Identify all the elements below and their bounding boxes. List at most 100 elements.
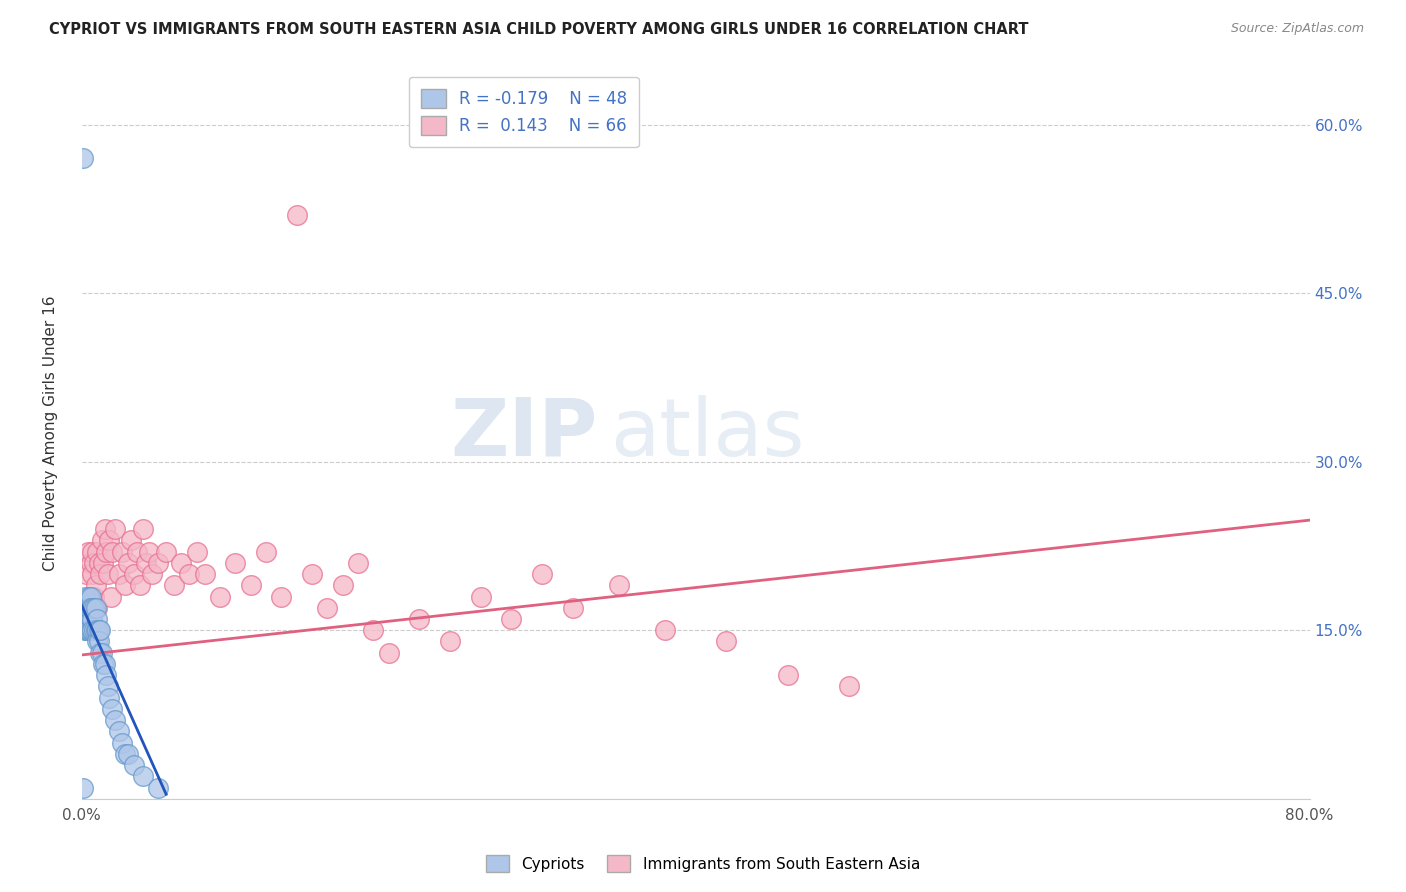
Point [79, 624, 101, 638]
Point [439, 634, 461, 648]
Text: ZIP: ZIP [450, 394, 598, 473]
Point [114, 578, 136, 592]
Point [111, 735, 134, 749]
Point [107, 724, 129, 739]
Point [86, 600, 108, 615]
Point [82, 567, 104, 582]
Point [138, 544, 160, 558]
Point [716, 634, 738, 648]
Point [80, 556, 103, 570]
Point [83, 590, 105, 604]
Point [104, 522, 127, 536]
Point [80, 612, 103, 626]
Point [91, 657, 114, 671]
Point [84, 600, 107, 615]
Point [87, 556, 110, 570]
Point [98, 533, 121, 548]
Point [73, 600, 96, 615]
Point [125, 544, 148, 558]
Point [94, 522, 117, 536]
Point [135, 556, 157, 570]
Point [76, 544, 98, 558]
Point [83, 556, 105, 570]
Point [75, 624, 97, 638]
Point [75, 612, 97, 626]
Point [72, 152, 94, 166]
Legend: Cypriots, Immigrants from South Eastern Asia: Cypriots, Immigrants from South Eastern … [478, 847, 928, 880]
Point [98, 690, 121, 705]
Point [316, 600, 339, 615]
Point [155, 544, 177, 558]
Point [111, 544, 134, 558]
Point [82, 612, 104, 626]
Point [91, 556, 114, 570]
Point [100, 590, 122, 604]
Point [87, 624, 110, 638]
Point [73, 590, 96, 604]
Point [75, 600, 97, 615]
Point [163, 578, 186, 592]
Point [80, 600, 103, 615]
Point [254, 544, 277, 558]
Point [86, 544, 108, 558]
Point [82, 544, 104, 558]
Point [101, 544, 124, 558]
Point [94, 657, 117, 671]
Point [607, 578, 630, 592]
Point [72, 612, 94, 626]
Point [101, 702, 124, 716]
Point [82, 600, 104, 615]
Point [838, 680, 860, 694]
Point [79, 600, 101, 615]
Point [239, 578, 262, 592]
Point [208, 590, 231, 604]
Point [186, 544, 208, 558]
Point [73, 600, 96, 615]
Point [80, 624, 103, 638]
Point [179, 567, 201, 582]
Point [83, 624, 105, 638]
Point [96, 544, 118, 558]
Point [285, 208, 308, 222]
Point [120, 533, 142, 548]
Point [97, 680, 120, 694]
Point [132, 522, 155, 536]
Point [76, 612, 98, 626]
Point [83, 600, 105, 615]
Y-axis label: Child Poverty Among Girls Under 16: Child Poverty Among Girls Under 16 [44, 296, 58, 572]
Point [332, 578, 354, 592]
Point [107, 567, 129, 582]
Point [776, 668, 799, 682]
Legend: R = -0.179    N = 48, R =  0.143    N = 66: R = -0.179 N = 48, R = 0.143 N = 66 [409, 77, 638, 147]
Point [132, 769, 155, 783]
Point [72, 780, 94, 795]
Point [377, 646, 399, 660]
Point [90, 533, 112, 548]
Text: atlas: atlas [610, 394, 804, 473]
Point [470, 590, 492, 604]
Point [363, 624, 385, 638]
Point [86, 634, 108, 648]
Point [76, 624, 98, 638]
Point [193, 567, 215, 582]
Point [531, 567, 554, 582]
Point [347, 556, 370, 570]
Point [561, 600, 583, 615]
Point [224, 556, 246, 570]
Point [129, 578, 152, 592]
Point [117, 747, 139, 761]
Point [80, 600, 103, 615]
Point [654, 624, 676, 638]
Point [270, 590, 292, 604]
Point [114, 747, 136, 761]
Point [117, 556, 139, 570]
Point [501, 612, 523, 626]
Point [86, 612, 108, 626]
Point [104, 713, 127, 727]
Point [80, 590, 103, 604]
Point [89, 646, 111, 660]
Point [84, 578, 107, 592]
Point [84, 624, 107, 638]
Point [141, 567, 163, 582]
Point [87, 634, 110, 648]
